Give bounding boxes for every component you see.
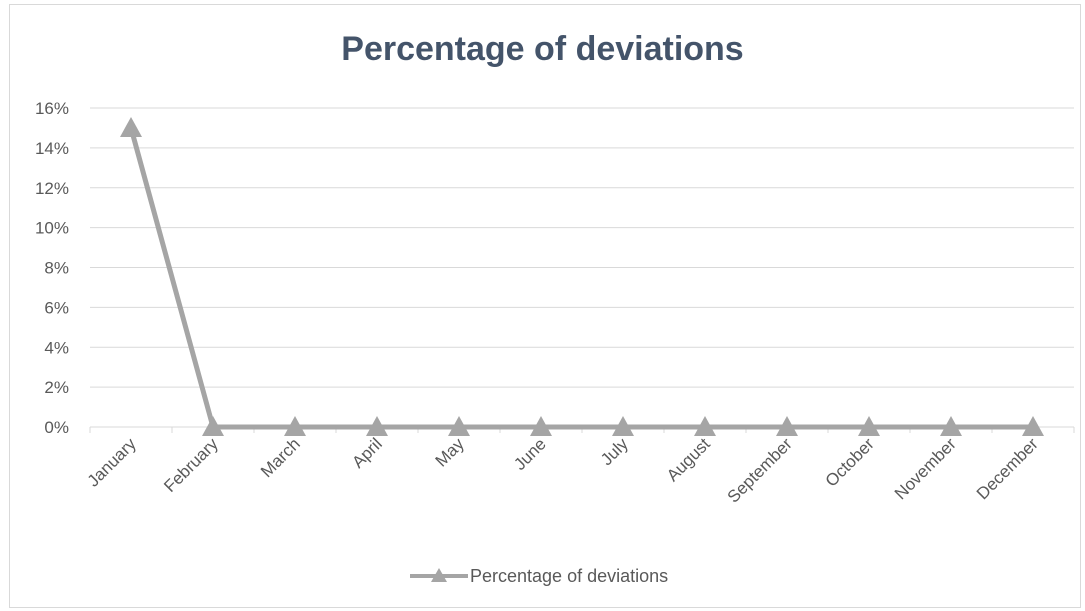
data-point-marker — [120, 116, 142, 137]
data-point-marker — [202, 416, 224, 436]
data-point-marker — [776, 416, 798, 436]
series-layer — [120, 116, 1044, 436]
data-point-marker — [366, 416, 388, 436]
chart-frame — [9, 4, 1081, 608]
x-tick-label: August — [663, 434, 714, 485]
chart-title: Percentage of deviations — [341, 30, 744, 68]
data-point-marker — [858, 416, 880, 436]
x-tick-label: November — [891, 434, 960, 503]
x-tick-label: April — [348, 434, 385, 471]
data-point-marker — [284, 416, 306, 436]
x-tick-label: December — [973, 434, 1042, 503]
data-point-marker — [448, 416, 470, 436]
y-tick-label: 14% — [35, 139, 69, 158]
y-tick-label: 12% — [35, 179, 69, 198]
data-point-marker — [694, 416, 716, 436]
y-axis-tick-labels: 0% 2% 4% 6% 8% 10% 12% 14% 16% — [35, 99, 69, 437]
x-tick-label: July — [597, 434, 632, 469]
series-line — [128, 127, 1033, 430]
data-point-marker — [1022, 416, 1044, 436]
x-tick-label: October — [822, 434, 878, 490]
y-tick-label: 0% — [44, 418, 69, 437]
x-tick-label: May — [432, 434, 468, 470]
x-tick-label: March — [257, 434, 304, 481]
legend: Percentage of deviations — [410, 564, 668, 588]
y-tick-label: 6% — [44, 298, 69, 317]
y-tick-label: 16% — [35, 99, 69, 118]
data-point-marker — [940, 416, 962, 436]
x-axis-tick-labels: January February March April May June July Augu… — [84, 434, 1042, 507]
gridlines — [90, 107, 1074, 388]
y-tick-label: 8% — [44, 259, 69, 278]
x-tick-label: June — [510, 434, 550, 474]
x-tick-label: September — [724, 434, 796, 506]
data-point-marker — [530, 416, 552, 436]
y-tick-label: 2% — [44, 378, 69, 397]
legend-swatch — [410, 568, 468, 582]
data-point-marker — [612, 416, 634, 436]
y-tick-label: 4% — [44, 338, 69, 357]
y-tick-label: 10% — [35, 219, 69, 238]
x-tick-label: February — [160, 434, 222, 496]
legend-label: Percentage of deviations — [470, 565, 669, 586]
x-tick-label: January — [84, 434, 141, 491]
